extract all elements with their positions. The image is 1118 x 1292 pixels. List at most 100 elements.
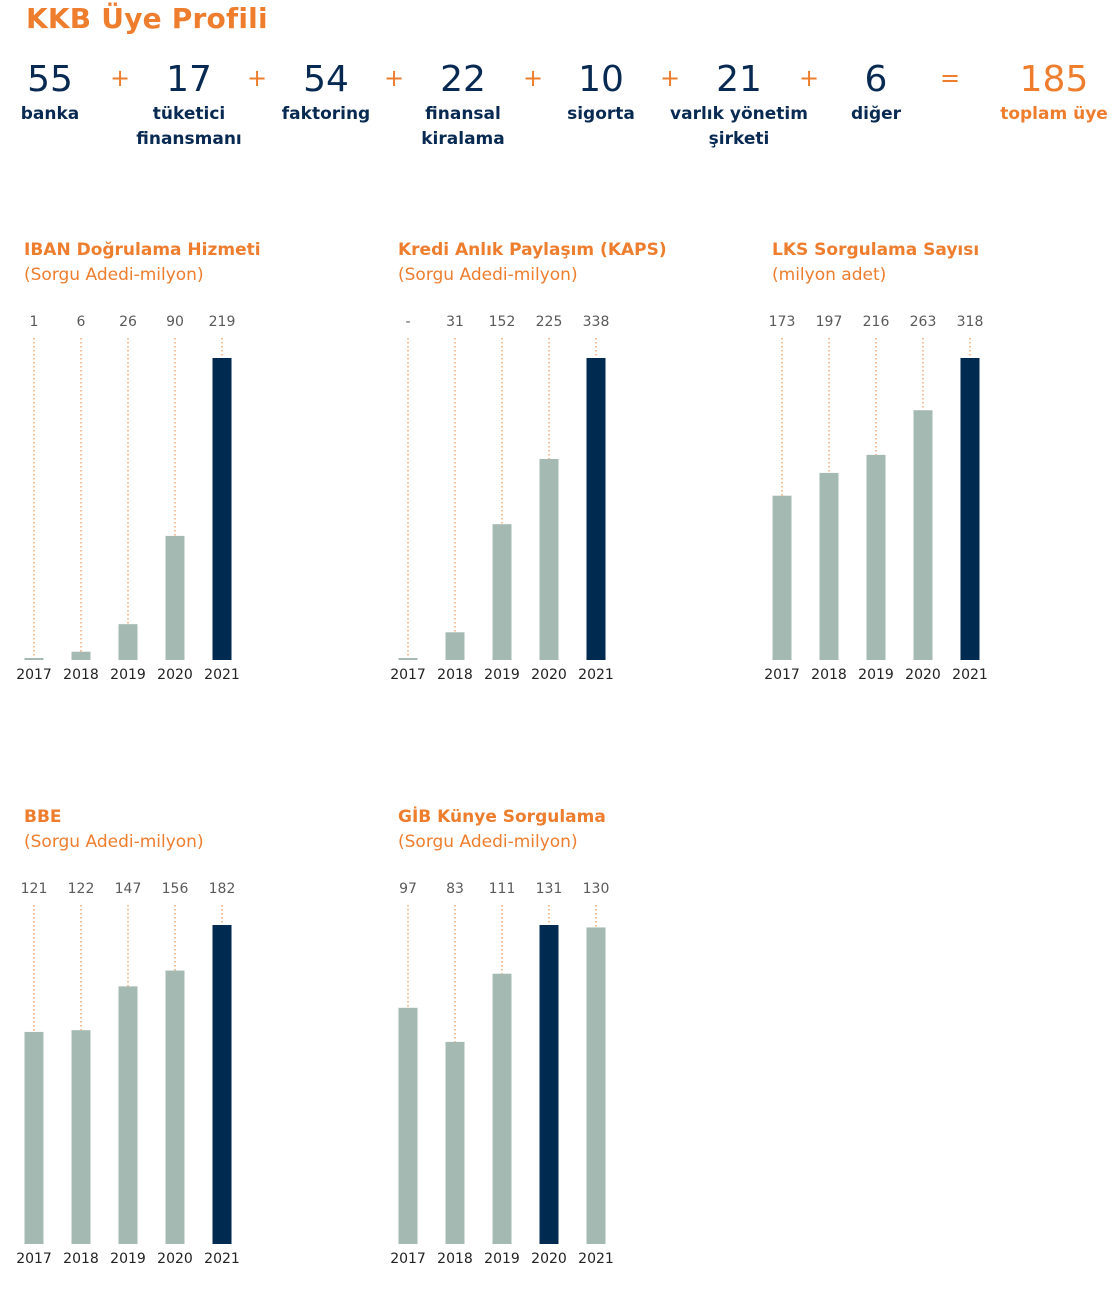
- value-label: 147: [115, 881, 142, 897]
- bar: [492, 524, 512, 660]
- plus-sign: +: [659, 64, 681, 92]
- member-total-count: 185: [1019, 59, 1089, 100]
- bar: [586, 927, 606, 1244]
- value-label: 130: [583, 881, 610, 897]
- x-tick-label: 2018: [437, 667, 473, 683]
- chart-lks-queries: LKS Sorgulama Sayısı (milyon adet) 173 20…: [764, 240, 1112, 710]
- value-label: 90: [166, 314, 184, 330]
- value-label: 152: [489, 314, 516, 330]
- x-tick-label: 2017: [764, 667, 800, 683]
- chart-subtitle: (Sorgu Adedi-milyon): [24, 832, 204, 852]
- bar: [445, 1041, 465, 1244]
- member-stat-bank: 55 banka: [0, 58, 120, 127]
- member-count: 22: [440, 59, 486, 100]
- value-label: 122: [68, 881, 95, 897]
- value-label: 97: [399, 881, 417, 897]
- member-stat-total: 185 toplam üye: [998, 58, 1110, 127]
- member-stat-insurance: 10 sigorta: [531, 58, 671, 127]
- member-count: 54: [303, 59, 349, 100]
- plus-sign: +: [798, 64, 820, 92]
- x-tick-label: 2021: [578, 667, 614, 683]
- bar: [866, 454, 886, 660]
- x-tick-label: 2019: [484, 667, 520, 683]
- member-type-label: sigorta: [567, 104, 635, 124]
- x-tick-label: 2020: [531, 1251, 567, 1267]
- member-type-label: finansal kiralama: [421, 104, 505, 149]
- member-type-label: tüketici finansmanı: [136, 104, 242, 149]
- x-tick-label: 2018: [63, 1251, 99, 1267]
- bar: [772, 495, 792, 660]
- value-label: 131: [536, 881, 563, 897]
- chart-gib-kunye: GİB Künye Sorgulama (Sorgu Adedi-milyon)…: [390, 807, 738, 1277]
- member-total-label: toplam üye: [1000, 104, 1108, 124]
- chart-subtitle: (Sorgu Adedi-milyon): [24, 265, 204, 285]
- x-tick-label: 2017: [390, 1251, 426, 1267]
- value-label: 83: [446, 881, 464, 897]
- bar: [24, 658, 44, 660]
- member-type-label: diğer: [850, 104, 902, 124]
- member-type-label: banka: [20, 104, 80, 124]
- value-label: 197: [816, 314, 843, 330]
- chart-title: Kredi Anlık Paylaşım (KAPS): [398, 240, 667, 260]
- plus-sign: +: [383, 64, 405, 92]
- chart-title: GİB Künye Sorgulama: [398, 807, 606, 827]
- x-tick-label: 2019: [858, 667, 894, 683]
- x-tick-label: 2021: [204, 1251, 240, 1267]
- page-title: KKB Üye Profili: [26, 2, 268, 35]
- value-label: 338: [583, 314, 610, 330]
- x-tick-label: 2017: [16, 667, 52, 683]
- bar: [165, 970, 185, 1244]
- bar: [71, 1030, 91, 1244]
- x-tick-label: 2017: [16, 1251, 52, 1267]
- value-label: 111: [489, 881, 516, 897]
- value-label: 216: [863, 314, 890, 330]
- chart-iban-verification: IBAN Doğrulama Hizmeti (Sorgu Adedi-mily…: [16, 240, 364, 710]
- value-label: 6: [77, 314, 86, 330]
- bar: [165, 535, 185, 660]
- member-stat-other: 6 diğer: [806, 58, 946, 127]
- x-tick-label: 2018: [437, 1251, 473, 1267]
- x-tick-label: 2019: [484, 1251, 520, 1267]
- bar: [212, 925, 232, 1244]
- chart-title: IBAN Doğrulama Hizmeti: [24, 240, 261, 260]
- x-tick-label: 2018: [63, 667, 99, 683]
- bar: [539, 925, 559, 1244]
- x-tick-label: 2019: [110, 667, 146, 683]
- bar: [819, 472, 839, 660]
- x-tick-label: 2020: [157, 667, 193, 683]
- bar: [398, 658, 418, 660]
- equals-sign: =: [939, 64, 961, 92]
- value-label: 219: [209, 314, 236, 330]
- member-count: 10: [578, 59, 624, 100]
- bar: [118, 986, 138, 1244]
- chart-subtitle: (Sorgu Adedi-milyon): [398, 265, 578, 285]
- member-type-label: varlık yönetim şirketi: [670, 104, 808, 149]
- chart-kaps: Kredi Anlık Paylaşım (KAPS) (Sorgu Adedi…: [390, 240, 738, 710]
- value-label: 173: [769, 314, 796, 330]
- x-tick-label: 2018: [811, 667, 847, 683]
- value-label: 318: [957, 314, 984, 330]
- value-label: 31: [446, 314, 464, 330]
- member-count: 17: [166, 59, 212, 100]
- value-label: -: [405, 314, 410, 330]
- bar: [960, 358, 980, 660]
- bar: [24, 1031, 44, 1244]
- x-tick-label: 2021: [952, 667, 988, 683]
- chart-svg: 173 2017 197 2018 216 2019 263 2020 318 2021: [764, 314, 988, 683]
- x-tick-label: 2017: [390, 667, 426, 683]
- value-label: 156: [162, 881, 189, 897]
- value-label: 121: [21, 881, 48, 897]
- bar: [118, 624, 138, 660]
- x-tick-label: 2020: [905, 667, 941, 683]
- member-count: 21: [716, 59, 762, 100]
- chart-title: BBE: [24, 807, 62, 827]
- member-count: 55: [27, 59, 73, 100]
- chart-subtitle: (Sorgu Adedi-milyon): [398, 832, 578, 852]
- bar: [71, 651, 91, 660]
- bar: [398, 1007, 418, 1244]
- x-tick-label: 2019: [110, 1251, 146, 1267]
- member-stat-leasing: 22 finansal kiralama: [393, 58, 533, 152]
- value-label: 263: [910, 314, 937, 330]
- x-tick-label: 2020: [531, 667, 567, 683]
- member-stat-consumer-finance: 17 tüketici finansmanı: [118, 58, 260, 152]
